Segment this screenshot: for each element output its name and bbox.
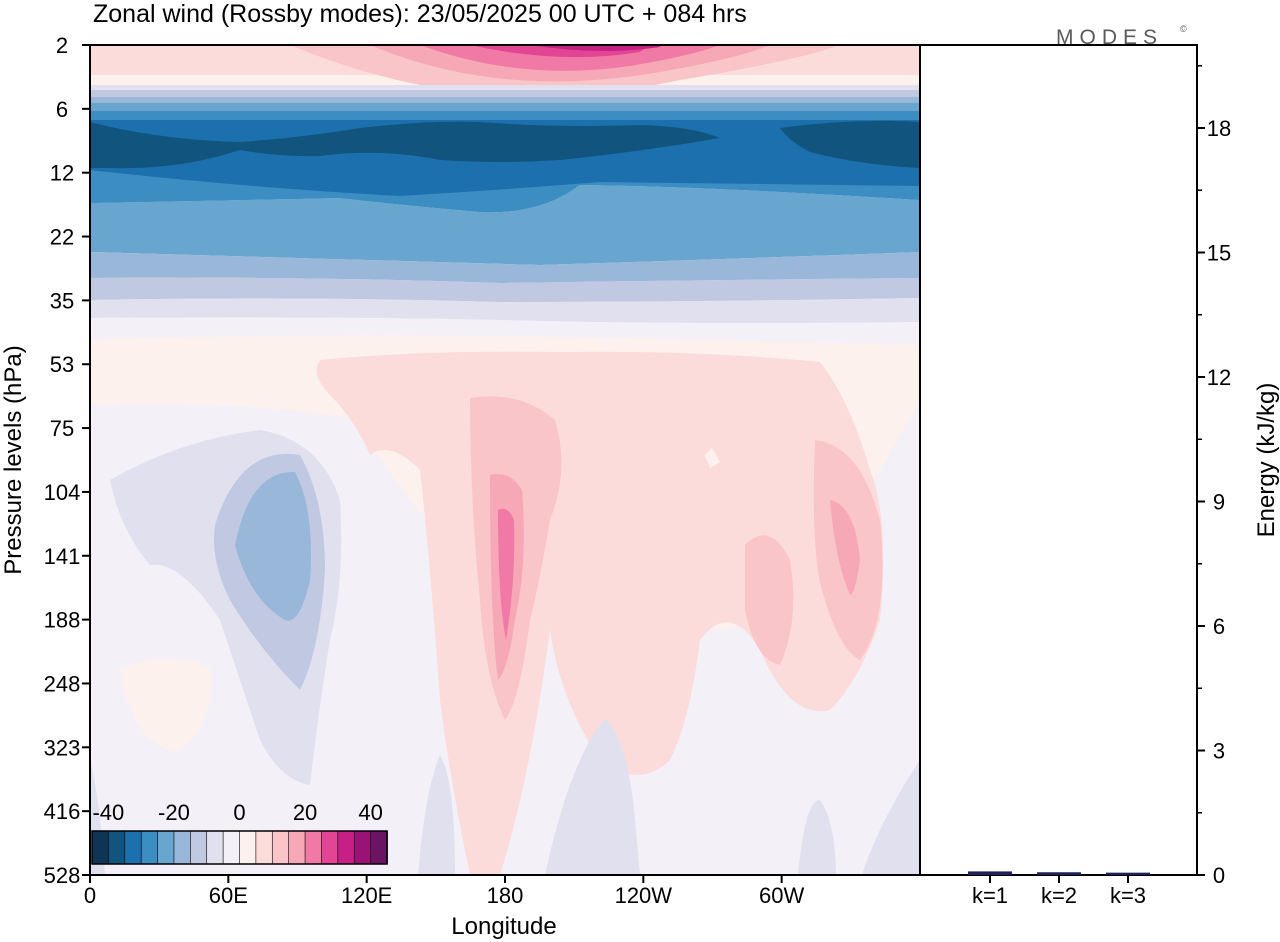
longitude-tick-label: 120W [615,883,673,908]
colorbar-swatch [108,830,126,865]
modes-logo: MODES [1056,26,1163,49]
energy-tick-label: 3 [1213,739,1225,764]
colorbar-swatch [190,830,208,865]
contour-band [90,185,920,265]
contour-easterly-core [90,170,920,213]
colorbar-swatch [321,830,339,865]
pressure-tick-label: 22 [50,225,74,250]
contour-westerly-region [498,508,515,640]
pressure-tick-label: 323 [44,735,81,760]
y-axis-label: Pressure levels (hPa) [0,345,27,574]
contour-easterly-region [418,755,455,875]
energy-axis-label: Energy (kJ/kg) [1253,383,1280,538]
copyright-mark: © [1180,24,1187,34]
energy-bar [1106,872,1150,875]
pressure-tick-label: 2 [56,33,68,58]
energy-tick-label: 18 [1207,116,1231,141]
pressure-axis: 2 6 12 22 35 53 75 104 141 188 248 323 416 528 [44,33,90,888]
longitude-tick-label: 0 [84,883,96,908]
energy-tick-label: 0 [1213,863,1225,888]
contour-easterly-region [798,800,836,875]
colorbar-swatch [239,830,257,865]
energy-bar [1037,872,1081,875]
energy-panel: 0 3 6 9 12 15 18 k=1 k=2 k=3 Energy (kJ/kg) [919,44,1280,908]
pressure-tick-label: 141 [44,544,81,569]
contour-westerly-region [316,351,884,875]
contour-westerly-region [120,659,211,752]
contour-band [90,90,920,97]
colorbar-swatch [370,830,388,865]
energy-category-label: k=2 [1041,883,1077,908]
contour-band [90,97,920,103]
colorbar-swatch [337,830,356,865]
contour-band [90,298,920,324]
colorbar-swatch [206,830,224,865]
contour-band [90,103,920,111]
colorbar-label: 40 [358,800,382,825]
colorbar-swatch [124,830,142,865]
pressure-tick-label: 188 [44,608,81,633]
energy-tick-label: 9 [1213,490,1225,515]
pressure-tick-label: 104 [44,480,81,505]
energy-panel-frame [919,44,1198,876]
contour-band [90,111,920,120]
contour-band [90,85,920,90]
pressure-tick-label: 528 [44,863,81,888]
contour-westerly-region [705,448,720,468]
colorbar-label: 0 [233,800,245,825]
contour-easterly-region [235,471,311,621]
contour-easterly-core [90,121,720,169]
longitude-tick-label: 60E [209,883,248,908]
colorbar-swatch [91,830,110,865]
contour-easterly-region [545,718,640,875]
longitude-axis: 0 60E 120E 180 120W 60W [84,875,805,908]
colorbar-swatch [304,830,323,865]
colorbar-swatch [157,830,175,865]
contour-easterly-core [780,120,920,168]
colorbar-swatch [140,830,159,865]
pressure-tick-label: 35 [50,288,74,313]
contour-band [90,317,920,345]
contour-band [90,252,920,283]
colorbar-swatch [222,830,241,865]
longitude-tick-label: 120E [341,883,392,908]
energy-tick-label: 15 [1207,241,1231,266]
energy-tick-label: 12 [1207,365,1231,390]
pressure-tick-label: 75 [50,416,74,441]
colorbar-swatch [353,830,372,865]
chart-title: Zonal wind (Rossby modes): 23/05/2025 00… [93,0,747,28]
colorbar-label: -20 [158,800,190,825]
contour-westerly-region [745,535,794,665]
contour-westerly-max [420,45,720,71]
colorbar-swatch [255,830,274,865]
pressure-tick-label: 248 [44,671,81,696]
contour-easterly-region [862,760,920,875]
colorbar-swatch [271,830,290,865]
pressure-tick-label: 12 [50,161,74,186]
colorbar-swatch [173,830,192,865]
colorbar-label: -40 [92,800,124,825]
energy-category-label: k=1 [972,883,1008,908]
contour-band [90,277,920,302]
energy-bar [968,871,1012,875]
contour-westerly-max [530,45,660,52]
colorbar: -40 -20 0 20 40 [91,800,388,865]
energy-tick-label: 6 [1213,614,1225,639]
energy-category-label: k=3 [1110,883,1146,908]
longitude-tick-label: 180 [487,883,524,908]
pressure-tick-label: 6 [56,97,68,122]
colorbar-swatch [288,830,306,865]
longitude-tick-label: 60W [759,883,804,908]
contour-westerly-region [830,500,860,595]
colorbar-label: 20 [293,800,317,825]
x-axis-label: Longitude [451,913,556,940]
pressure-tick-label: 53 [50,352,74,377]
wind-contour-field [90,45,920,875]
colorbar-frame [91,830,388,865]
pressure-tick-label: 416 [44,799,81,824]
